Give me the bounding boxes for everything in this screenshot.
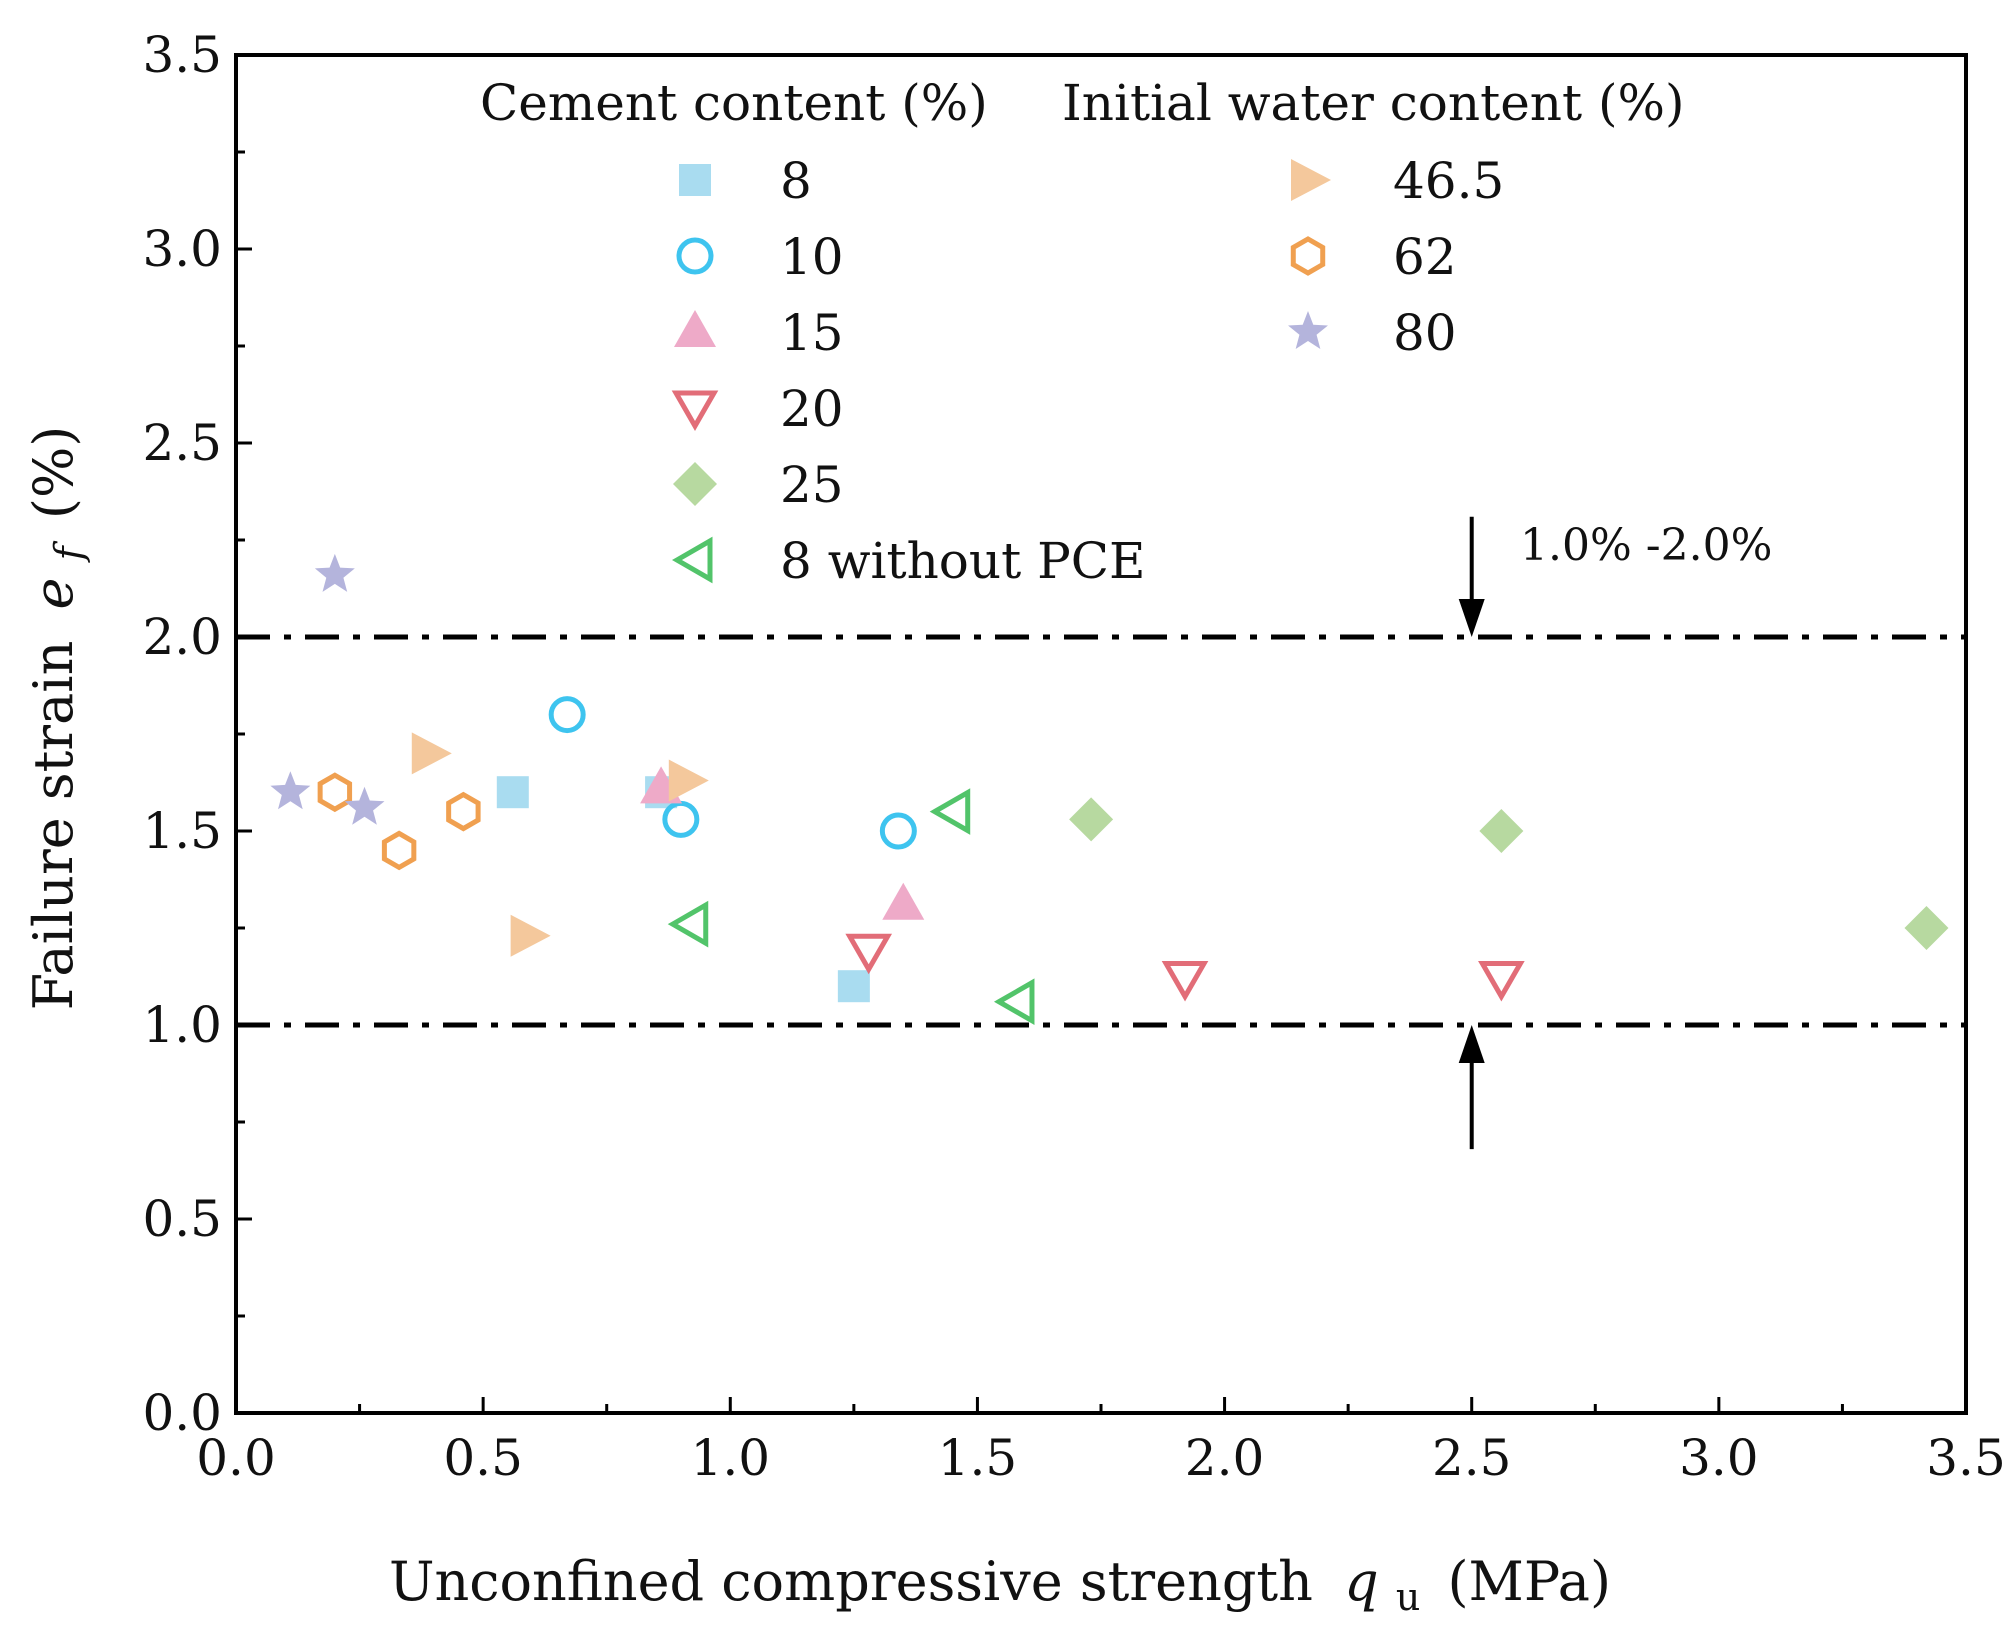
series-20 xyxy=(845,933,1525,1002)
legend-marker xyxy=(1290,236,1326,276)
legend-label: 10 xyxy=(780,228,844,286)
legend: Cement content (%) 8 10 15 20 25 8 without PCE… xyxy=(480,74,1685,590)
x-tick-label: 3.5 xyxy=(1926,1429,2006,1487)
arrow-down-head xyxy=(1458,599,1485,637)
data-point xyxy=(929,788,971,835)
reference-lines xyxy=(236,634,1966,1028)
x-axis-title: Unconfined compressive strength q u (MPa… xyxy=(389,1550,1611,1623)
x-axis-symbol: q xyxy=(1344,1550,1379,1613)
data-markers xyxy=(270,553,1949,1026)
data-point xyxy=(548,696,586,734)
legend-label: 8 without PCE xyxy=(780,532,1145,590)
data-point xyxy=(1161,960,1209,1002)
x-tick-label: 1.5 xyxy=(938,1429,1018,1487)
x-tick-label: 3.0 xyxy=(1679,1429,1759,1487)
data-point xyxy=(662,800,700,838)
series-8-without-pce xyxy=(667,788,1035,1026)
y-tick-label: 2.5 xyxy=(142,414,222,472)
x-axis-unit: (MPa) xyxy=(1447,1550,1611,1613)
legend-title: Initial water content (%) xyxy=(1062,74,1685,132)
series-80 xyxy=(270,553,385,825)
legend-label: 46.5 xyxy=(1393,152,1504,210)
y-tick-label: 3.5 xyxy=(142,26,222,84)
data-point xyxy=(845,933,893,975)
legend-label: 15 xyxy=(780,304,844,362)
plot-area-border xyxy=(234,53,1968,1415)
plot-frame xyxy=(234,53,1968,1415)
data-point xyxy=(496,776,529,809)
data-point xyxy=(344,786,385,825)
data-point xyxy=(1478,960,1525,1002)
series-62 xyxy=(317,772,481,871)
y-axis-title: Failure strain e f (%) xyxy=(22,426,95,1011)
legend-marker xyxy=(1291,159,1331,201)
data-point xyxy=(510,914,551,957)
data-point xyxy=(446,791,481,832)
legend-marker xyxy=(674,310,716,347)
range-arrows xyxy=(1458,516,1485,1150)
data-point xyxy=(1904,906,1949,950)
legend-marker xyxy=(673,462,717,506)
data-point xyxy=(837,970,870,1003)
legend-marker xyxy=(1288,311,1328,349)
x-tick-label: 1.0 xyxy=(691,1429,771,1487)
x-tick-label: 2.5 xyxy=(1432,1429,1512,1487)
series-46-5 xyxy=(411,732,709,957)
legend-label: 62 xyxy=(1393,228,1457,286)
legend-label: 80 xyxy=(1393,304,1457,362)
legend-marker xyxy=(671,536,713,584)
y-axis-label: Failure strain xyxy=(22,641,85,1011)
y-axis-subscript: f xyxy=(47,540,91,563)
x-tick-label: 0.5 xyxy=(443,1429,523,1487)
x-tick-label: 2.0 xyxy=(1185,1429,1265,1487)
series-10 xyxy=(548,696,917,850)
data-point xyxy=(381,830,417,871)
y-tick-label: 1.0 xyxy=(142,996,222,1054)
data-point xyxy=(411,732,452,775)
data-point xyxy=(317,772,353,813)
y-axis-unit: (%) xyxy=(22,426,85,519)
x-axis-subscript: u xyxy=(1396,1575,1420,1619)
y-tick-label: 1.5 xyxy=(142,802,222,860)
x-tick-label: 0.0 xyxy=(196,1429,276,1487)
x-axis-label: Unconfined compressive strength xyxy=(389,1550,1313,1613)
data-point xyxy=(314,553,355,592)
series-8 xyxy=(496,776,870,1003)
legend-marker xyxy=(676,237,714,275)
legend-marker xyxy=(671,390,719,432)
y-tick-label: 0.5 xyxy=(142,1190,222,1248)
data-point xyxy=(879,812,917,850)
data-point xyxy=(667,900,709,948)
range-annotation: 1.0% -2.0% xyxy=(1520,520,1772,571)
data-point xyxy=(1479,809,1524,853)
legend-label: 25 xyxy=(780,456,844,514)
data-point xyxy=(668,759,709,802)
y-tick-label: 2.0 xyxy=(142,608,222,666)
data-point xyxy=(1069,797,1114,842)
arrow-up-head xyxy=(1458,1025,1485,1063)
data-point xyxy=(993,978,1035,1026)
y-axis-symbol: e xyxy=(22,578,85,610)
legend-label: 20 xyxy=(780,380,844,438)
series-25 xyxy=(1069,797,1949,950)
data-point xyxy=(270,771,311,810)
legend-label: 8 xyxy=(780,152,812,210)
data-point xyxy=(882,882,925,920)
y-tick-label: 3.0 xyxy=(142,220,222,278)
legend-marker xyxy=(679,164,711,196)
y-tick-label: 0.0 xyxy=(142,1384,222,1442)
legend-title: Cement content (%) xyxy=(480,74,988,132)
axis-ticks: 0.0 0.5 1.0 1.5 2.0 2.5 3.0 3.5 0.0 0.5 1.0 1.5 2.0 2… xyxy=(142,26,2005,1487)
